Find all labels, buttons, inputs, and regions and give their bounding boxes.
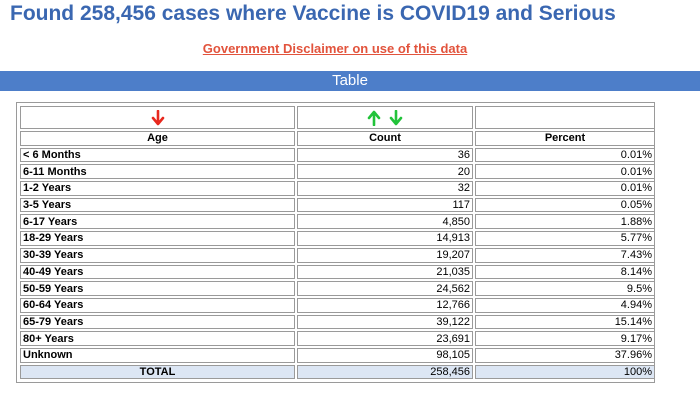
percent-cell: 5.77% <box>475 231 655 246</box>
percent-cell: 37.96% <box>475 347 655 363</box>
column-header-percent[interactable]: Percent <box>475 131 655 146</box>
total-count-cell: 258,456 <box>297 364 473 380</box>
count-cell: 4,850 <box>297 214 473 230</box>
age-cell: 65-79 Years <box>20 314 295 330</box>
percent-cell: 4.94% <box>475 297 655 313</box>
count-cell: 98,105 <box>297 347 473 363</box>
count-cell: 117 <box>297 197 473 213</box>
table-row: 3-5 Years 117 0.05% <box>20 197 655 213</box>
count-cell: 21,035 <box>297 264 473 280</box>
column-header-age[interactable]: Age <box>20 131 295 146</box>
count-cell: 39,122 <box>297 314 473 330</box>
percent-sort-cell <box>475 106 655 129</box>
age-cell: 50-59 Years <box>20 281 295 296</box>
table-row: 6-17 Years 4,850 1.88% <box>20 214 655 230</box>
sort-arrow-down-green-icon[interactable] <box>389 109 403 126</box>
age-cell: 1-2 Years <box>20 181 295 196</box>
percent-cell: 0.05% <box>475 197 655 213</box>
percent-cell: 0.01% <box>475 147 655 163</box>
percent-cell: 7.43% <box>475 247 655 263</box>
percent-cell: 15.14% <box>475 314 655 330</box>
count-sort-cell <box>297 106 473 129</box>
total-row: TOTAL 258,456 100% <box>20 364 655 380</box>
table-row: 1-2 Years 32 0.01% <box>20 181 655 196</box>
age-cell: 40-49 Years <box>20 264 295 280</box>
table-row: 18-29 Years 14,913 5.77% <box>20 231 655 246</box>
sort-controls-row <box>20 106 655 129</box>
age-cell: < 6 Months <box>20 147 295 163</box>
count-cell: 14,913 <box>297 231 473 246</box>
percent-cell: 8.14% <box>475 264 655 280</box>
table-row: 80+ Years 23,691 9.17% <box>20 331 655 346</box>
age-cell: 3-5 Years <box>20 197 295 213</box>
total-label-cell: TOTAL <box>20 364 295 380</box>
table-row: 40-49 Years 21,035 8.14% <box>20 264 655 280</box>
age-cell: 6-17 Years <box>20 214 295 230</box>
percent-cell: 9.5% <box>475 281 655 296</box>
age-cell: 80+ Years <box>20 331 295 346</box>
table-row: 60-64 Years 12,766 4.94% <box>20 297 655 313</box>
age-cell: 18-29 Years <box>20 231 295 246</box>
age-cell: 60-64 Years <box>20 297 295 313</box>
section-header-table: Table <box>0 71 700 91</box>
count-cell: 12,766 <box>297 297 473 313</box>
results-table: Age Count Percent < 6 Months 36 0.01% 6-11 … <box>18 104 657 381</box>
results-table-container: Age Count Percent < 6 Months 36 0.01% 6-11 … <box>16 102 657 384</box>
government-disclaimer-link[interactable]: Government Disclaimer on use of this dat… <box>202 41 468 56</box>
count-cell: 20 <box>297 164 473 180</box>
table-row: 50-59 Years 24,562 9.5% <box>20 281 655 296</box>
age-sort-cell <box>20 106 295 129</box>
sort-arrow-up-green-icon[interactable] <box>367 110 381 126</box>
age-cell: 30-39 Years <box>20 247 295 263</box>
percent-cell: 0.01% <box>475 181 655 196</box>
sort-arrow-down-red-icon[interactable] <box>151 109 165 126</box>
count-cell: 19,207 <box>297 247 473 263</box>
count-cell: 32 <box>297 181 473 196</box>
count-cell: 23,691 <box>297 331 473 346</box>
total-percent-cell: 100% <box>475 364 655 380</box>
percent-cell: 9.17% <box>475 331 655 346</box>
count-cell: 24,562 <box>297 281 473 296</box>
count-cell: 36 <box>297 147 473 163</box>
table-header-row: Age Count Percent <box>20 131 655 146</box>
page-title: Found 258,456 cases where Vaccine is COV… <box>10 2 616 25</box>
percent-cell: 1.88% <box>475 214 655 230</box>
table-row: 6-11 Months 20 0.01% <box>20 164 655 180</box>
table-row: Unknown 98,105 37.96% <box>20 347 655 363</box>
column-header-count[interactable]: Count <box>297 131 473 146</box>
percent-cell: 0.01% <box>475 164 655 180</box>
age-cell: 6-11 Months <box>20 164 295 180</box>
table-row: < 6 Months 36 0.01% <box>20 147 655 163</box>
table-row: 30-39 Years 19,207 7.43% <box>20 247 655 263</box>
age-cell: Unknown <box>20 347 295 363</box>
table-row: 65-79 Years 39,122 15.14% <box>20 314 655 330</box>
